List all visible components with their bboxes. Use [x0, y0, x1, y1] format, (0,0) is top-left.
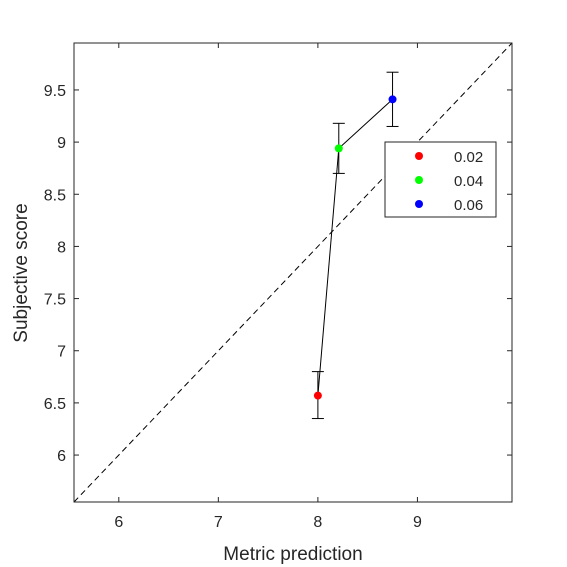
data-point-0.02: [313, 391, 322, 400]
x-axis-label: Metric prediction: [223, 544, 362, 565]
plot-frame: [73, 42, 513, 503]
y-tick-label: 6: [57, 448, 66, 465]
legend-label-0.04: 0.04: [454, 173, 483, 190]
y-tick-label: 8: [57, 239, 66, 256]
legend-marker-0.02: [415, 152, 423, 160]
x-tick-label: 9: [413, 514, 422, 531]
data-point-0.06: [388, 95, 397, 104]
y-axis-label: Subjective score: [11, 203, 32, 342]
x-tick-label: 6: [114, 514, 123, 531]
data-point-0.04: [334, 144, 343, 153]
x-tick-label: 7: [214, 514, 223, 531]
identity-line: [73, 42, 513, 503]
legend-marker-0.06: [415, 200, 423, 208]
y-tick-label: 9: [57, 135, 66, 152]
legend-box: [384, 141, 497, 218]
y-tick-label: 6.5: [44, 396, 66, 413]
y-tick-label: 7.5: [44, 292, 66, 309]
legend-label-0.06: 0.06: [454, 197, 483, 214]
legend-marker-0.04: [415, 176, 423, 184]
x-tick-label: 8: [313, 514, 322, 531]
legend: 0.02 0.04 0.06: [384, 141, 497, 218]
y-tick-label: 7: [57, 344, 66, 361]
y-tick-label: 9.5: [44, 83, 66, 100]
y-tick-label: 8.5: [44, 187, 66, 204]
legend-label-0.02: 0.02: [454, 149, 483, 166]
